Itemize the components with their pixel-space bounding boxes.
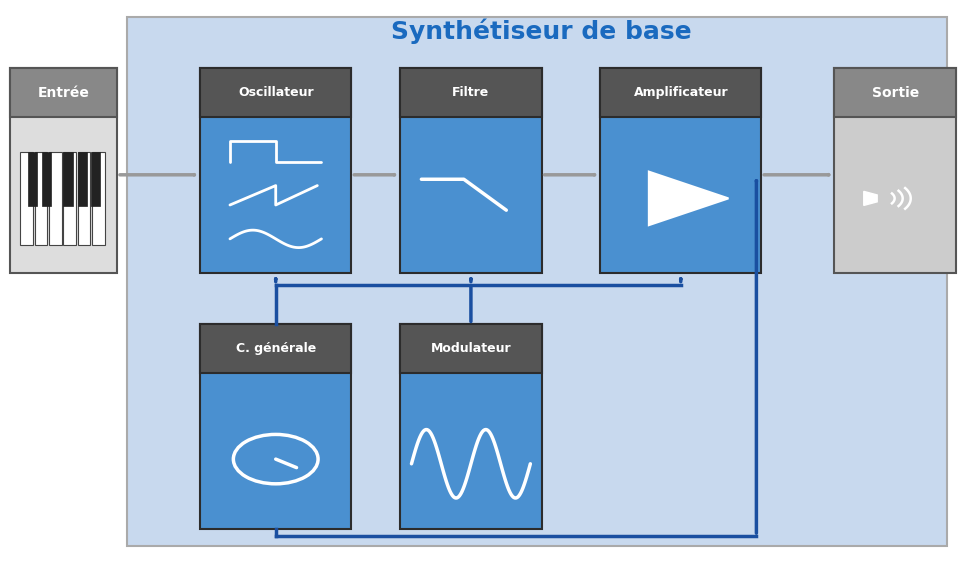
FancyBboxPatch shape	[27, 152, 37, 206]
Text: Entrée: Entrée	[37, 86, 90, 100]
FancyBboxPatch shape	[63, 152, 76, 245]
Text: Filtre: Filtre	[452, 86, 490, 100]
FancyBboxPatch shape	[63, 152, 73, 206]
Text: Oscillateur: Oscillateur	[238, 86, 313, 100]
FancyBboxPatch shape	[35, 152, 48, 245]
FancyBboxPatch shape	[49, 152, 61, 245]
FancyBboxPatch shape	[200, 324, 351, 373]
FancyBboxPatch shape	[10, 68, 117, 117]
FancyBboxPatch shape	[91, 152, 100, 206]
FancyBboxPatch shape	[200, 68, 351, 117]
FancyBboxPatch shape	[400, 68, 542, 117]
Text: Sortie: Sortie	[872, 86, 919, 100]
Text: C. générale: C. générale	[235, 343, 316, 356]
FancyBboxPatch shape	[78, 152, 87, 206]
FancyBboxPatch shape	[78, 152, 91, 245]
Text: Amplificateur: Amplificateur	[633, 86, 728, 100]
Polygon shape	[649, 172, 728, 225]
FancyBboxPatch shape	[400, 68, 542, 273]
FancyBboxPatch shape	[200, 68, 351, 273]
FancyBboxPatch shape	[400, 324, 542, 529]
FancyBboxPatch shape	[10, 68, 117, 273]
Text: Modulateur: Modulateur	[430, 343, 511, 356]
FancyBboxPatch shape	[834, 68, 956, 117]
FancyBboxPatch shape	[200, 324, 351, 529]
FancyBboxPatch shape	[834, 68, 956, 273]
FancyBboxPatch shape	[42, 152, 52, 206]
Text: Synthétiseur de base: Synthétiseur de base	[391, 19, 692, 44]
FancyBboxPatch shape	[20, 152, 33, 245]
Polygon shape	[864, 191, 877, 205]
FancyBboxPatch shape	[600, 68, 761, 117]
FancyBboxPatch shape	[600, 68, 761, 273]
FancyBboxPatch shape	[92, 152, 104, 245]
FancyBboxPatch shape	[127, 17, 947, 546]
FancyBboxPatch shape	[400, 324, 542, 373]
